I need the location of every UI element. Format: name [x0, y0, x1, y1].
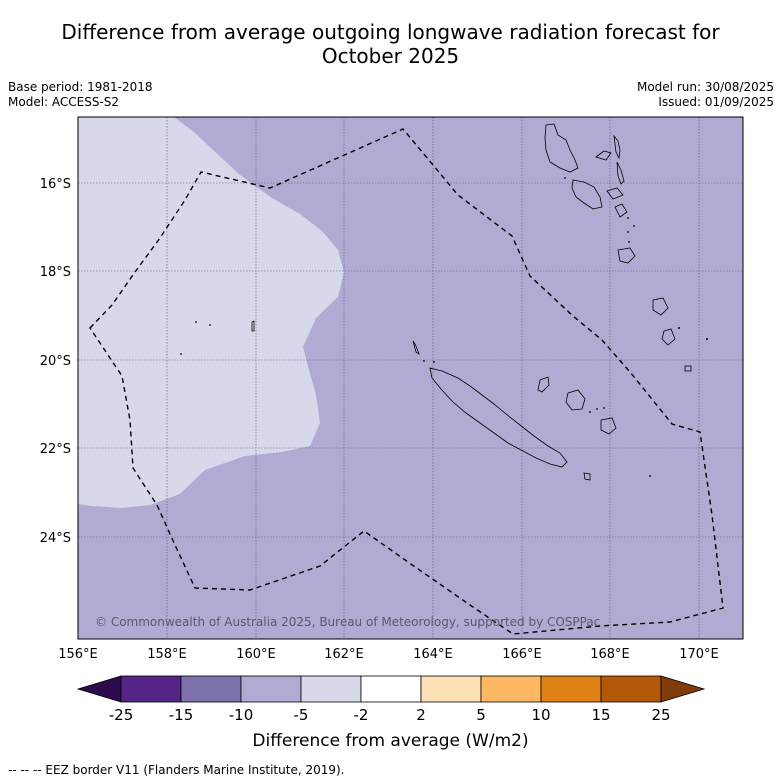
colorbar-swatch — [240, 675, 302, 703]
islet — [627, 217, 629, 219]
colorbar: -25 -15 -10 -5 -2 2 5 10 15 25 — [76, 675, 706, 724]
colorbar-tick-label: -25 — [109, 706, 134, 724]
lat-label-24s: 24°S — [40, 531, 71, 546]
colorbar-swatch — [360, 675, 422, 703]
grid-lines — [78, 117, 743, 639]
island-pentecost — [616, 161, 625, 185]
islet — [628, 241, 630, 243]
islet — [433, 361, 435, 363]
colorbar-extend-low — [76, 675, 122, 703]
island-efate — [617, 247, 636, 264]
islet — [423, 360, 425, 362]
lon-label-156e: 156°E — [58, 647, 98, 662]
lat-label-18s: 18°S — [40, 265, 71, 280]
small-islets — [180, 177, 708, 477]
lat-label-22s: 22°S — [40, 442, 71, 457]
colorbar-tick-label: 2 — [416, 706, 426, 724]
islet — [195, 321, 197, 323]
meta-right: Model run: 30/08/2025 Issued: 01/09/2025 — [637, 80, 774, 110]
lat-label-16s: 16°S — [40, 177, 71, 192]
islet — [706, 338, 708, 340]
colorbar-tick-label: -15 — [169, 706, 194, 724]
map-panel: © Commonwealth of Australia 2025, Bureau… — [78, 117, 743, 639]
colorbar-tick-label: 25 — [651, 706, 670, 724]
islet — [633, 225, 635, 227]
island-malekula — [571, 179, 603, 210]
island-chesterfield — [251, 320, 255, 332]
island-ambae — [595, 150, 612, 161]
title-line-1: Difference from average outgoing longwav… — [61, 20, 720, 44]
lon-label-160e: 160°E — [236, 647, 276, 662]
colorbar-swatch — [420, 675, 482, 703]
lon-label-158e: 158°E — [147, 647, 187, 662]
colorbar-tick-label: 15 — [591, 706, 610, 724]
island-epi — [614, 203, 628, 218]
islet — [649, 475, 651, 477]
lat-label-20s: 20°S — [40, 354, 71, 369]
islet — [678, 327, 680, 329]
map-title: Difference from average outgoing longwav… — [0, 20, 781, 68]
lon-label-166e: 166°E — [502, 647, 542, 662]
copyright-notice: © Commonwealth of Australia 2025, Bureau… — [95, 615, 600, 629]
base-period: Base period: 1981-2018 — [8, 80, 153, 94]
issued-date: Issued: 01/09/2025 — [658, 95, 774, 109]
islet — [564, 177, 566, 179]
island-aneityum — [684, 365, 692, 372]
island-lifou — [565, 389, 586, 411]
islet — [603, 407, 605, 409]
colorbar-tick-label: 10 — [531, 706, 550, 724]
island-ile-des-pins — [583, 472, 591, 481]
island-mare — [600, 417, 617, 435]
colorbar-extend-high — [660, 675, 706, 703]
model-run: Model run: 30/08/2025 — [636, 80, 774, 94]
colorbar-tick-label: -10 — [229, 706, 254, 724]
island-espiritu-santo — [544, 123, 579, 173]
colorbar-swatch — [300, 675, 362, 703]
islet — [596, 408, 598, 410]
colorbar-swatch — [120, 675, 182, 703]
map-frame — [77, 116, 744, 640]
longitude-labels: 156°E 158°E 160°E 162°E 164°E 166°E 168°… — [58, 647, 719, 662]
meta-left: Base period: 1981-2018 Model: ACCESS-S2 — [8, 80, 153, 110]
lon-label-162e: 162°E — [324, 647, 364, 662]
colorbar-swatch — [180, 675, 242, 703]
colorbar-swatch — [480, 675, 542, 703]
island-new-caledonia — [429, 367, 568, 468]
islet — [180, 353, 182, 355]
colorbar-swatch — [600, 675, 662, 703]
lon-label-168e: 168°E — [590, 647, 630, 662]
islet — [209, 324, 211, 326]
colorbar-swatch — [540, 675, 602, 703]
anomaly-field-minus2 — [78, 117, 344, 508]
colorbar-tick-label: -2 — [354, 706, 369, 724]
islet — [627, 231, 629, 233]
colorbar-tick-label: 5 — [476, 706, 486, 724]
lon-label-164e: 164°E — [413, 647, 453, 662]
colorbar-tick-label: -5 — [294, 706, 309, 724]
island-ouvea — [537, 376, 550, 393]
latitude-labels: 16°S 18°S 20°S 22°S 24°S — [40, 177, 71, 546]
island-erromango — [652, 297, 669, 316]
island-maewo — [613, 134, 621, 160]
islet — [589, 411, 591, 413]
lon-label-170e: 170°E — [679, 647, 719, 662]
title-line-2: October 2025 — [321, 44, 460, 68]
island-tanna — [661, 328, 676, 346]
island-ambrym — [606, 187, 624, 200]
model-name: Model: ACCESS-S2 — [8, 95, 120, 109]
coastlines — [251, 123, 692, 481]
colorbar-label: Difference from average (W/m2) — [252, 731, 529, 751]
eez-legend-note: -- -- -- EEZ border V11 (Flanders Marine… — [8, 763, 345, 777]
island-belep — [412, 340, 420, 356]
